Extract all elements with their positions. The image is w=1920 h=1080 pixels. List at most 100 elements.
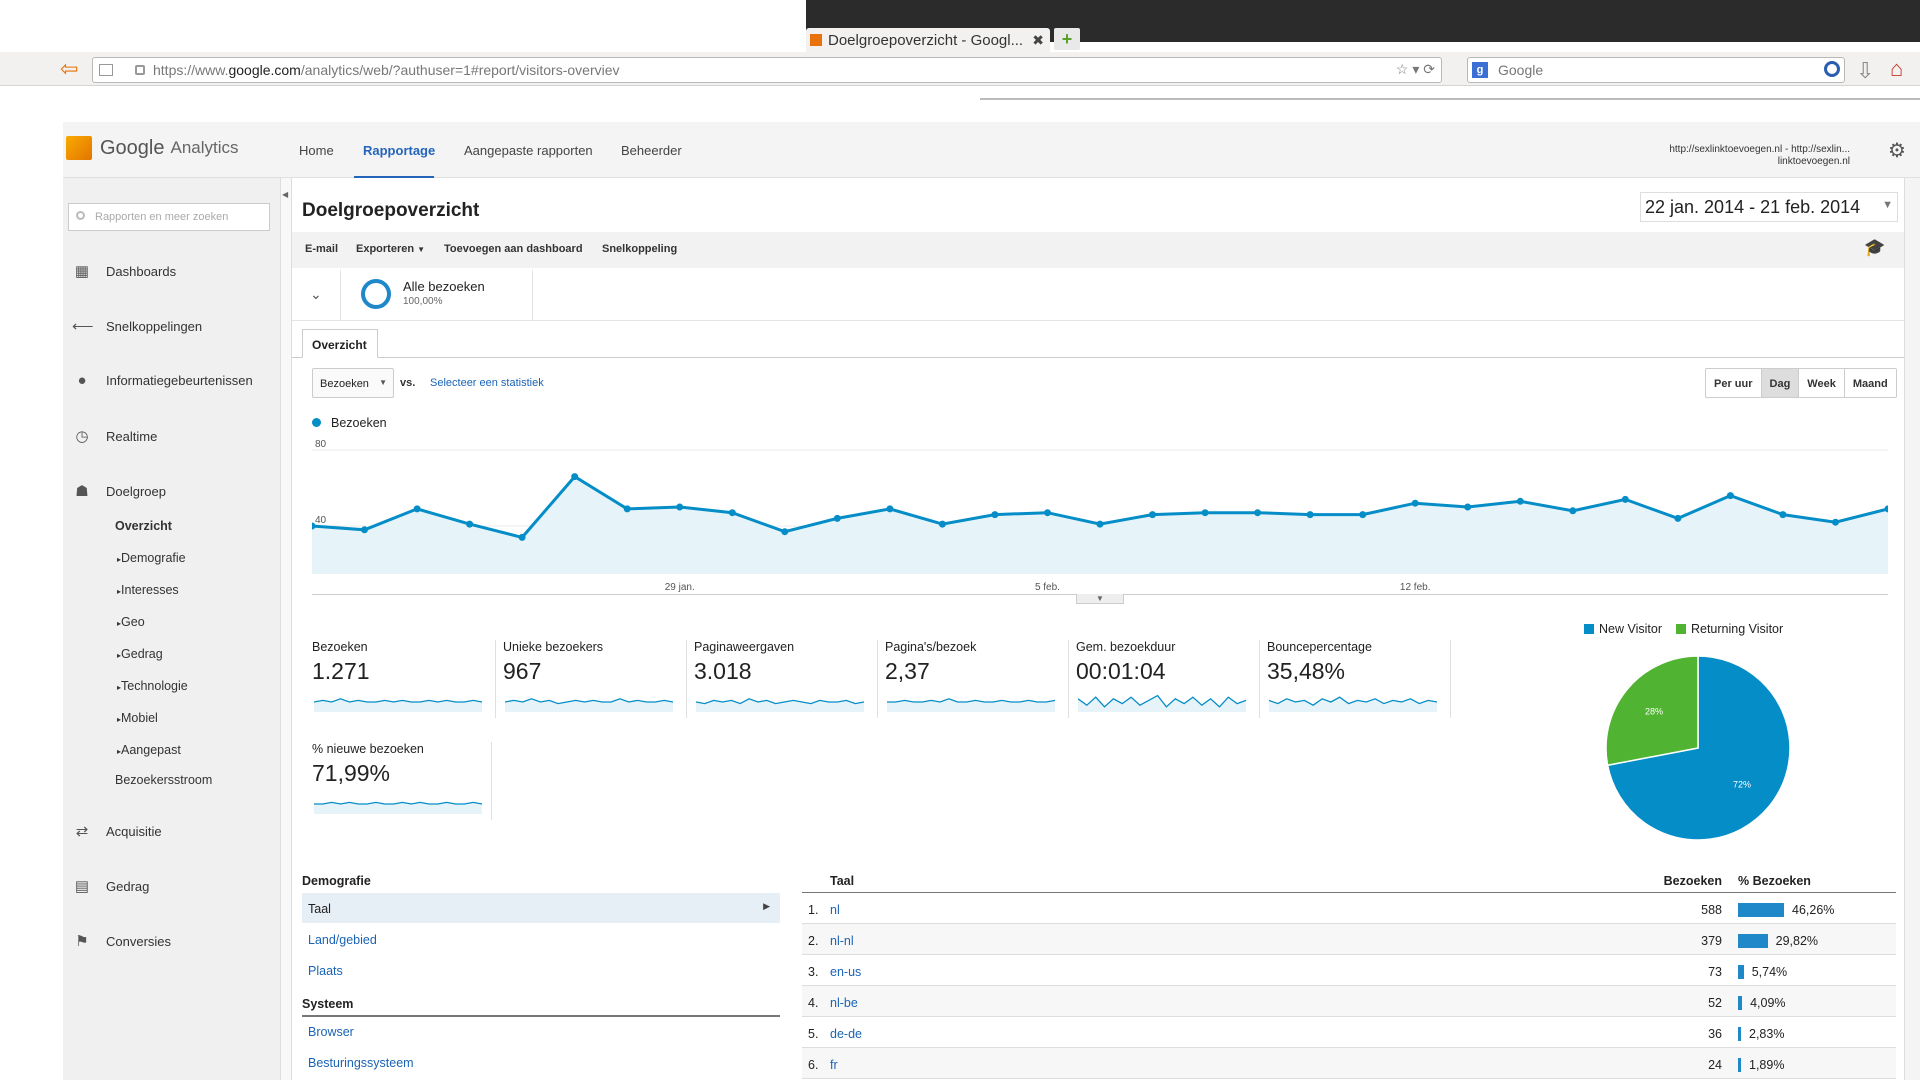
data-point[interactable] [1779, 511, 1787, 519]
metric-tile[interactable]: Unieke bezoekers 967 [503, 640, 693, 718]
data-point[interactable] [781, 528, 789, 536]
nav-admin[interactable]: Beheerder [621, 143, 682, 158]
report-search-input[interactable]: Rapporten en meer zoeken [68, 203, 270, 231]
sidebar-sub-behavior[interactable]: ▸Gedrag [117, 647, 163, 661]
demographics-row-city[interactable]: Plaats [308, 964, 343, 978]
graduation-cap-icon[interactable]: 🎓 [1864, 238, 1886, 257]
export-button[interactable]: Exporteren ▼ [356, 243, 425, 255]
segment-name[interactable]: Alle bezoeken [403, 279, 485, 294]
system-row-browser[interactable]: Browser [308, 1025, 354, 1039]
sidebar-item-acquisition[interactable]: ⇄ Acquisitie [72, 822, 162, 840]
demographics-row-country[interactable]: Land/gebied [308, 933, 377, 947]
sidebar-item-realtime[interactable]: ◷ Realtime [72, 427, 157, 445]
date-range-picker[interactable]: 22 jan. 2014 - 21 feb. 2014 ▼ [1640, 192, 1898, 222]
granularity-week-button[interactable]: Week [1799, 369, 1845, 397]
back-arrow-icon[interactable]: ⇦ [60, 56, 79, 81]
metric-tile[interactable]: Pagina's/bezoek 2,37 [885, 640, 1075, 718]
data-point[interactable] [623, 505, 631, 513]
url-bar[interactable]: https://www. google.com/analytics/web/?au… [92, 57, 1442, 83]
bookmark-star-icon[interactable]: ☆ ▾ ⟳ [1395, 61, 1435, 77]
collapse-sidebar-icon[interactable]: ◀ [282, 190, 289, 199]
data-point[interactable] [1201, 509, 1209, 517]
ga-logo[interactable]: Google Analytics [66, 136, 239, 160]
data-point[interactable] [886, 505, 894, 513]
sidebar-item-dashboards[interactable]: ▦ Dashboards [72, 262, 176, 280]
data-point[interactable] [938, 520, 946, 528]
data-point[interactable] [413, 505, 421, 513]
sidebar-scrollbar[interactable] [280, 178, 292, 1080]
visitor-type-pie-chart[interactable]: 72% 28% [1600, 650, 1796, 846]
data-point[interactable] [1411, 499, 1419, 507]
data-point[interactable] [518, 533, 526, 541]
data-point[interactable] [728, 509, 736, 517]
column-visits[interactable]: Bezoeken [1663, 874, 1722, 888]
sidebar-sub-geo[interactable]: ▸Geo [117, 615, 145, 629]
data-point[interactable] [833, 514, 841, 522]
close-icon[interactable]: ✖ [1032, 31, 1044, 48]
data-point[interactable] [466, 520, 474, 528]
download-icon[interactable]: ⇩ [1856, 58, 1875, 83]
language-link[interactable]: fr [830, 1058, 838, 1072]
nav-custom-reports[interactable]: Aangepaste rapporten [464, 143, 593, 158]
metric-select[interactable]: Bezoeken ▼ [312, 368, 394, 398]
granularity-day-button[interactable]: Dag [1761, 369, 1800, 397]
system-row-os[interactable]: Besturingssysteem [308, 1056, 414, 1070]
data-point[interactable] [1674, 514, 1682, 522]
email-button[interactable]: E-mail [305, 243, 339, 255]
metric-tile[interactable]: Bouncepercentage 35,48% [1267, 640, 1457, 718]
sidebar-item-intelligence[interactable]: ● Informatiegebeurtenissen [72, 372, 252, 389]
pie-legend-returning[interactable]: Returning Visitor [1690, 622, 1784, 636]
chevron-down-icon[interactable]: ⌄ [310, 286, 322, 302]
tab-overview[interactable]: Overzicht [302, 329, 378, 358]
data-point[interactable] [1464, 503, 1472, 511]
browser-tab[interactable]: Doelgroepoverzicht - Googl... ✖ [806, 28, 1050, 52]
sidebar-item-shortcuts[interactable]: ⟵ Snelkoppelingen [72, 317, 202, 335]
sidebar-sub-interests[interactable]: ▸Interesses [117, 583, 179, 597]
data-point[interactable] [1516, 497, 1524, 505]
demographics-row-language[interactable]: Taal ▶ [302, 893, 780, 923]
language-link[interactable]: de-de [830, 1027, 862, 1041]
column-language[interactable]: Taal [830, 874, 855, 888]
data-point[interactable] [571, 473, 579, 481]
sidebar-item-behavior[interactable]: ▤ Gedrag [72, 877, 149, 895]
nav-home[interactable]: Home [299, 143, 334, 158]
gear-icon[interactable]: ⚙ [1888, 140, 1906, 162]
data-point[interactable] [1726, 492, 1734, 500]
sidebar-item-conversions[interactable]: ⚑ Conversies [72, 932, 171, 950]
sidebar-sub-visitor-flow[interactable]: Bezoekersstroom [115, 773, 213, 787]
new-tab-button[interactable]: + [1054, 28, 1080, 50]
data-point[interactable] [1621, 495, 1629, 503]
pie-slice[interactable] [1606, 655, 1791, 841]
data-point[interactable] [676, 503, 684, 511]
sidebar-item-audience[interactable]: ☗ Doelgroep [72, 482, 166, 500]
language-link[interactable]: en-us [830, 965, 862, 979]
data-point[interactable] [1149, 511, 1156, 519]
sidebar-sub-overview[interactable]: Overzicht [115, 519, 172, 533]
account-selector[interactable]: http://sexlinktoevoegen.nl - http://sexl… [1640, 144, 1850, 168]
data-point[interactable] [1096, 520, 1104, 528]
granularity-hour-button[interactable]: Per uur [1706, 369, 1762, 397]
metric-tile[interactable]: Bezoeken 1.271 [312, 640, 502, 718]
data-point[interactable] [991, 511, 999, 519]
data-point[interactable] [1884, 505, 1889, 513]
page-scrollbar[interactable] [1904, 178, 1920, 1080]
language-link[interactable]: nl [830, 903, 840, 917]
sidebar-sub-custom[interactable]: ▸Aangepast [117, 743, 181, 757]
data-point[interactable] [1254, 509, 1262, 517]
metric-tile[interactable]: Paginaweergaven 3.018 [694, 640, 884, 718]
language-link[interactable]: nl-be [830, 996, 858, 1010]
select-statistic-link[interactable]: Selecteer een statistiek [430, 377, 544, 389]
search-icon[interactable] [1824, 61, 1840, 77]
data-point[interactable] [1569, 507, 1577, 515]
google-search-engine-icon[interactable]: g [1472, 62, 1488, 78]
visits-line-chart[interactable]: 80 40 29 jan. 5 feb. 12 feb. [312, 440, 1888, 594]
data-point[interactable] [1832, 518, 1839, 526]
pie-legend-new[interactable]: New Visitor [1599, 622, 1662, 636]
data-point[interactable] [361, 526, 368, 534]
metric-tile[interactable]: Gem. bezoekduur 00:01:04 [1076, 640, 1266, 718]
nav-rapportage[interactable]: Rapportage [363, 143, 436, 158]
data-point[interactable] [1306, 511, 1314, 519]
chart-resize-handle[interactable]: ▼ [1076, 594, 1124, 604]
data-point[interactable] [1044, 509, 1051, 517]
data-point[interactable] [312, 522, 316, 530]
